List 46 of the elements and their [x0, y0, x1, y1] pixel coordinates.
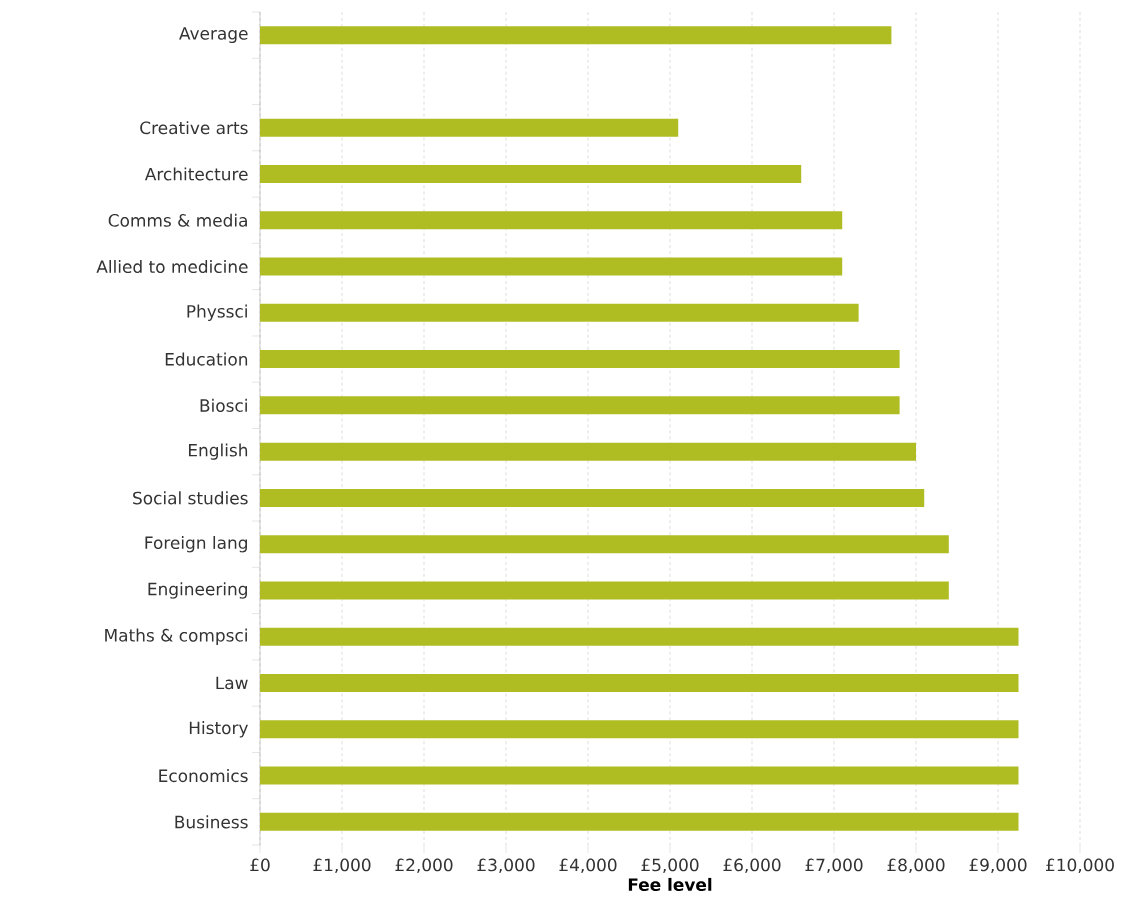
y-tick-label: English — [188, 443, 248, 460]
x-tick-label: £3,000 — [477, 858, 535, 874]
bar — [260, 674, 1019, 693]
bar — [260, 26, 892, 45]
bar — [260, 350, 900, 369]
y-tick-label: Education — [165, 352, 248, 366]
bar — [260, 257, 843, 276]
bar — [260, 303, 859, 322]
y-tick-label: Business — [175, 815, 248, 829]
y-tick-label: Physsci — [187, 304, 247, 321]
bar — [260, 442, 917, 461]
y-tick-label: Architecture — [144, 167, 248, 181]
bar — [260, 118, 679, 137]
bar — [260, 396, 900, 415]
x-tick-label: £8,000 — [887, 858, 945, 874]
bar — [260, 581, 949, 600]
y-tick-label: Comms & media — [108, 213, 247, 227]
x-tick-label: £6,000 — [723, 858, 781, 874]
y-tick-label: Foreign lang — [145, 536, 247, 553]
x-tick-label: £9,000 — [969, 858, 1027, 874]
y-tick-label: Biosci — [200, 398, 247, 412]
y-tick-label: Allied to medicine — [96, 259, 248, 274]
x-tick-label: £4,000 — [559, 858, 617, 874]
y-tick-label: Creative arts — [140, 121, 248, 135]
x-tick-label: £10,000 — [1046, 858, 1114, 874]
y-tick-label: Engineering — [148, 582, 247, 599]
bar — [260, 766, 1019, 785]
x-tick-label: £2,000 — [395, 858, 453, 874]
x-tick-label: £0 — [250, 858, 270, 872]
bar — [260, 488, 925, 507]
y-tick-label: Maths & compsci — [105, 628, 247, 645]
y-tick-label: Law — [216, 676, 248, 690]
bar — [260, 164, 802, 183]
bar — [260, 812, 1019, 831]
y-tick-label: History — [189, 721, 248, 738]
x-tick-label: £1,000 — [313, 858, 371, 874]
bar — [260, 627, 1019, 646]
bar — [260, 211, 843, 230]
y-tick-label: Social studies — [133, 491, 248, 505]
x-tick-label: £7,000 — [805, 858, 863, 874]
bar — [260, 720, 1019, 739]
y-tick-label: Economics — [159, 769, 248, 783]
bar — [260, 535, 949, 554]
x-axis-title: Fee level — [628, 877, 712, 892]
x-tick-label: £5,000 — [641, 858, 699, 874]
y-tick-label: Average — [179, 27, 248, 44]
